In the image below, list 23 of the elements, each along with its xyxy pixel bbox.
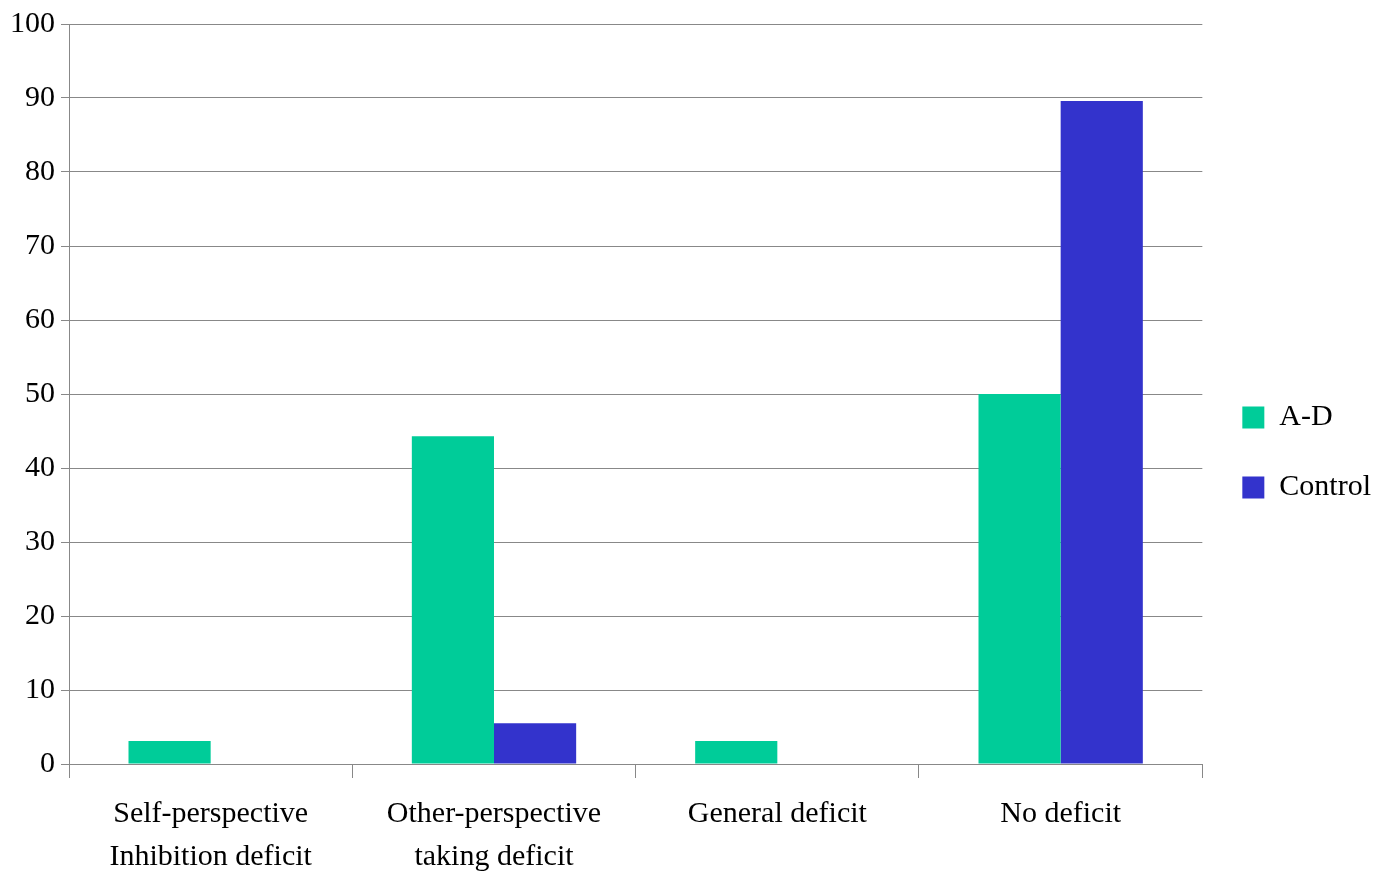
y-tick-label: 100 xyxy=(10,4,55,38)
y-tick-label: 0 xyxy=(40,744,55,778)
y-tick-label: 20 xyxy=(25,596,55,630)
x-tick-label: Other-perspective taking deficit xyxy=(386,794,602,872)
x-tick-label: General deficit xyxy=(687,794,868,828)
bar xyxy=(695,741,778,764)
x-tick-label: No deficit xyxy=(1000,794,1122,828)
y-tick-label: 80 xyxy=(25,152,55,186)
bar xyxy=(128,741,211,764)
y-tick-label: 50 xyxy=(25,374,55,408)
legend-label: A-D xyxy=(1279,398,1333,432)
y-tick-label: 90 xyxy=(25,78,55,112)
y-tick-label: 30 xyxy=(25,522,55,556)
y-tick-label: 70 xyxy=(25,226,55,260)
bar xyxy=(494,723,577,764)
bar xyxy=(1060,100,1143,764)
x-tick-label: Self-perspective Inhibition deficit xyxy=(109,794,313,872)
legend-label: Control xyxy=(1279,468,1371,502)
bar xyxy=(978,394,1061,764)
y-tick-label: 60 xyxy=(25,300,55,334)
bar xyxy=(411,436,494,764)
y-tick-label: 40 xyxy=(25,448,55,482)
y-tick-label: 10 xyxy=(25,670,55,704)
